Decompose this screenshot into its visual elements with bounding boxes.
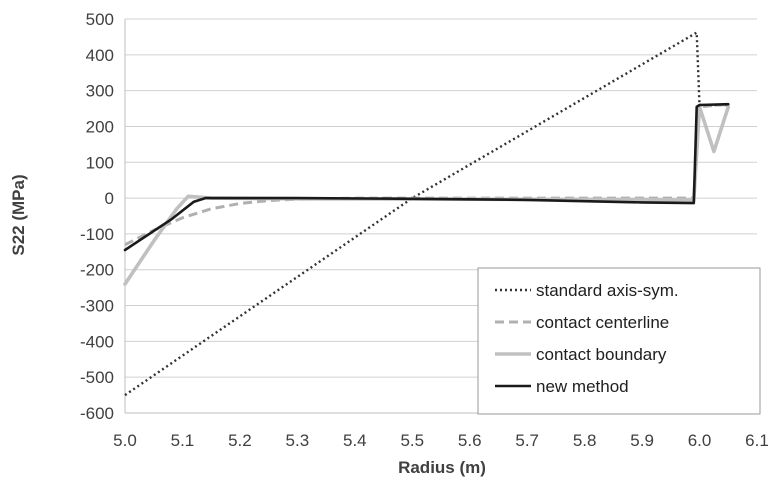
series-line-3 bbox=[123, 105, 731, 286]
y-tick-label: 400 bbox=[86, 46, 114, 65]
x-tick-label: 5.4 bbox=[343, 431, 367, 450]
y-tick-label: -100 bbox=[80, 225, 114, 244]
series-lines bbox=[123, 31, 731, 397]
y-tick-label: -300 bbox=[80, 297, 114, 316]
x-tick-label: 5.3 bbox=[286, 431, 310, 450]
y-tick-label: -400 bbox=[80, 332, 114, 351]
x-axis-title: Radius (m) bbox=[398, 458, 486, 477]
x-tick-label: 5.6 bbox=[458, 431, 482, 450]
series-line-4 bbox=[123, 102, 730, 252]
x-tick-label: 5.1 bbox=[171, 431, 195, 450]
y-tick-label: -500 bbox=[80, 368, 114, 387]
y-tick-label: 200 bbox=[86, 117, 114, 136]
legend-label: new method bbox=[536, 377, 629, 396]
x-tick-label: 5.8 bbox=[573, 431, 597, 450]
y-tick-label: 500 bbox=[86, 10, 114, 29]
x-axis-ticks: 5.0 5.1 5.2 5.3 5.4 5.5 5.6 5.7 5.8 5.9 6.0 6.1 bbox=[113, 431, 769, 450]
y-tick-label: -200 bbox=[80, 261, 114, 280]
x-tick-label: 5.7 bbox=[515, 431, 539, 450]
x-tick-label: 5.5 bbox=[400, 431, 424, 450]
series-line-2 bbox=[124, 102, 729, 247]
x-tick-label: 5.2 bbox=[228, 431, 252, 450]
legend-label: contact boundary bbox=[536, 345, 667, 364]
legend-label: contact centerline bbox=[536, 313, 669, 332]
x-tick-label: 6.1 bbox=[745, 431, 769, 450]
x-tick-label: 6.0 bbox=[688, 431, 712, 450]
y-tick-label: 100 bbox=[86, 153, 114, 172]
x-tick-label: 5.9 bbox=[630, 431, 654, 450]
y-axis-ticks: 500 400 300 200 100 0 -100 -200 -300 -400 -500 -600 bbox=[80, 10, 114, 423]
legend-box bbox=[477, 267, 761, 415]
y-tick-label: 300 bbox=[86, 82, 114, 101]
legend: standard axis-sym. contact centerline cont… bbox=[477, 267, 761, 415]
x-tick-label: 5.0 bbox=[113, 431, 137, 450]
legend-label: standard axis-sym. bbox=[536, 281, 679, 300]
y-tick-label: 0 bbox=[105, 189, 114, 208]
y-tick-label: -600 bbox=[80, 404, 114, 423]
y-axis-title: S22 (MPa) bbox=[9, 174, 28, 255]
